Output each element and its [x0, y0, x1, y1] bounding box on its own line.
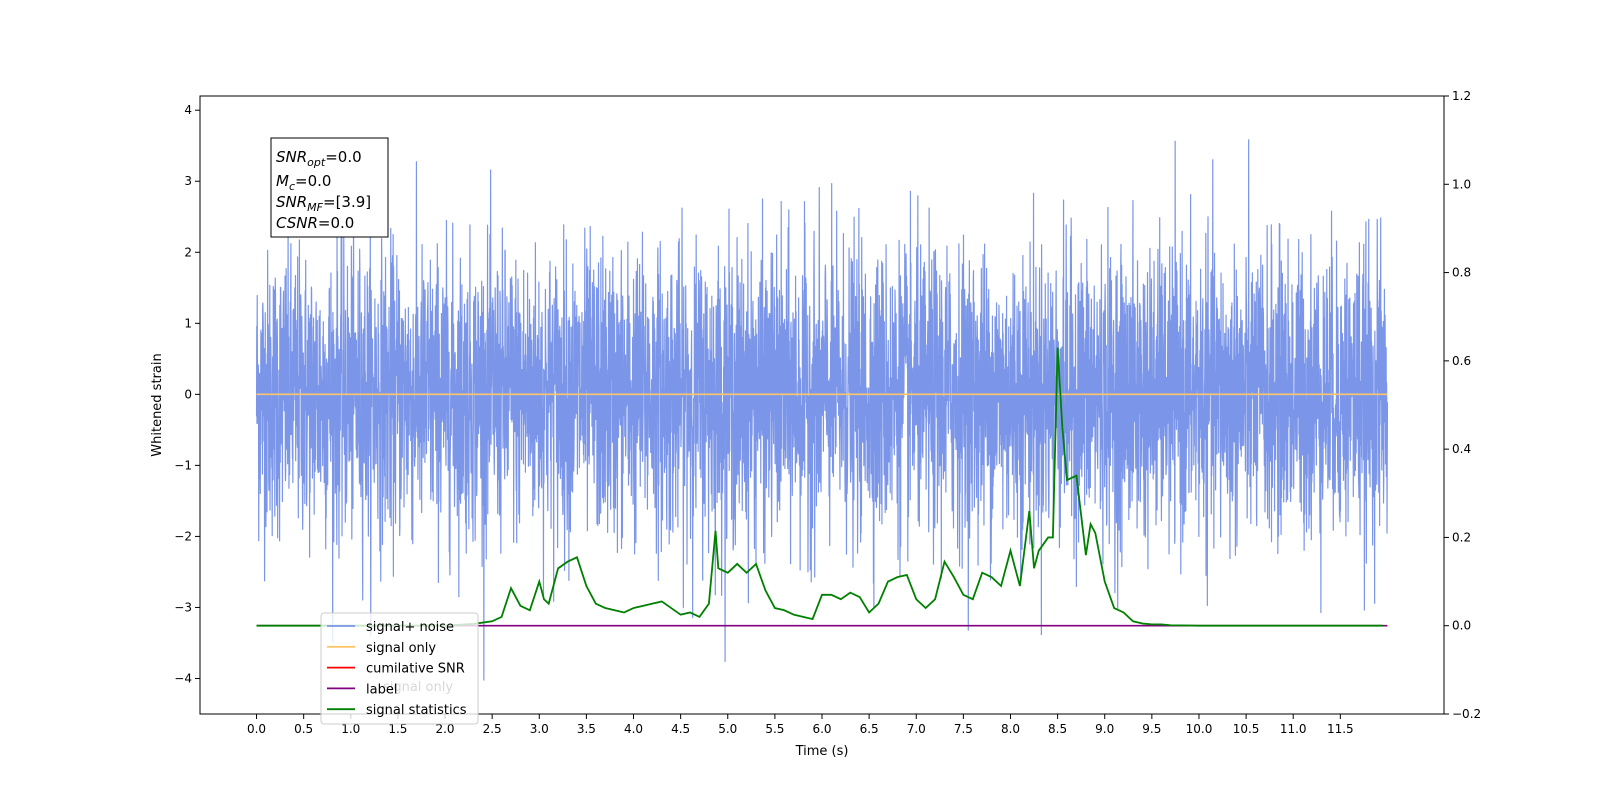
x-tick-label: 11.5 — [1327, 722, 1354, 736]
y-tick-label: 4 — [184, 103, 192, 117]
legend-label: signal only — [366, 641, 436, 656]
x-tick-label: 3.0 — [530, 722, 549, 736]
y-axis-right: 1.2 1.0 0.8 0.6 0.4 0.2 0.0 −0.2 — [1444, 89, 1481, 721]
y-axis-label: Whitened strain — [150, 353, 165, 456]
x-tick-label: 2.0 — [435, 722, 454, 736]
y2-tick-label: −0.2 — [1452, 707, 1481, 721]
legend-label: signal statistics — [366, 703, 467, 718]
x-axis-label: Time (s) — [795, 744, 849, 759]
y2-tick-label: 0.6 — [1452, 354, 1471, 368]
legend-label: label — [366, 682, 397, 697]
x-axis: 0.0 0.5 1.0 1.5 2.0 2.5 3.0 3.5 4.0 4.5 5.0 5.5 6.0 6… — [247, 714, 1354, 736]
x-tick-label: 0.0 — [247, 722, 266, 736]
y-tick-label: −1 — [174, 458, 192, 472]
x-tick-label: 6.0 — [812, 722, 831, 736]
legend-frame — [320, 612, 479, 725]
annotation-box: SNRopt=0.0 Mc=0.0 SNRMF=[3.9] CSNR=0.0 — [270, 137, 389, 238]
series-line-signal-statistics — [256, 347, 1383, 627]
y-tick-label: 2 — [184, 245, 192, 259]
annotation-snr-opt: SNRopt=0.0 — [276, 148, 362, 169]
legend-label: signal+ noise — [366, 620, 454, 635]
y2-tick-label: 0.8 — [1452, 266, 1471, 280]
y-axis-left: 4 3 2 1 0 −1 −2 −3 −4 — [174, 103, 200, 685]
legend-hidden-text: signal only — [383, 680, 453, 695]
x-tick-label: 8.0 — [1001, 722, 1020, 736]
x-tick-label: 7.5 — [954, 722, 973, 736]
x-tick-label: 1.5 — [388, 722, 407, 736]
y2-tick-label: 0.2 — [1452, 530, 1471, 544]
legend: signal only signal+ noise signal only cumi… — [320, 612, 479, 725]
x-tick-label: 9.0 — [1095, 722, 1114, 736]
x-tick-label: 11.0 — [1280, 722, 1307, 736]
x-tick-label: 3.5 — [577, 722, 596, 736]
x-tick-label: 9.5 — [1142, 722, 1161, 736]
y-tick-label: 3 — [184, 174, 192, 188]
annotation-csnr: CSNR=0.0 — [276, 214, 354, 232]
legend-label: cumilative SNR — [366, 662, 465, 677]
x-tick-label: 8.5 — [1048, 722, 1067, 736]
x-tick-label: 4.5 — [671, 722, 690, 736]
y2-tick-label: 0.4 — [1452, 442, 1471, 456]
y-tick-label: −2 — [174, 529, 192, 543]
y-tick-label: −3 — [174, 600, 192, 614]
noise-series — [255, 139, 1389, 681]
annotation-mc: Mc=0.0 — [276, 172, 331, 193]
y2-tick-label: 1.0 — [1452, 177, 1471, 191]
y2-tick-label: 0.0 — [1452, 619, 1471, 633]
x-tick-label: 0.5 — [294, 722, 313, 736]
x-tick-label: 10.5 — [1233, 722, 1260, 736]
x-tick-label: 2.5 — [483, 722, 502, 736]
x-tick-label: 5.0 — [718, 722, 737, 736]
y-tick-label: −4 — [174, 671, 192, 685]
y2-tick-label: 1.2 — [1452, 89, 1471, 103]
annotation-frame — [270, 137, 389, 238]
series-line-signal-plus-noise — [255, 139, 1389, 681]
x-tick-label: 1.0 — [341, 722, 360, 736]
y-tick-label: 1 — [184, 316, 192, 330]
x-tick-label: 6.5 — [860, 722, 879, 736]
x-tick-label: 4.0 — [624, 722, 643, 736]
annotation-snr-mf: SNRMF=[3.9] — [276, 193, 371, 214]
x-tick-label: 5.5 — [765, 722, 784, 736]
y-tick-label: 0 — [184, 387, 192, 401]
x-tick-label: 10.0 — [1186, 722, 1213, 736]
x-tick-label: 7.0 — [907, 722, 926, 736]
